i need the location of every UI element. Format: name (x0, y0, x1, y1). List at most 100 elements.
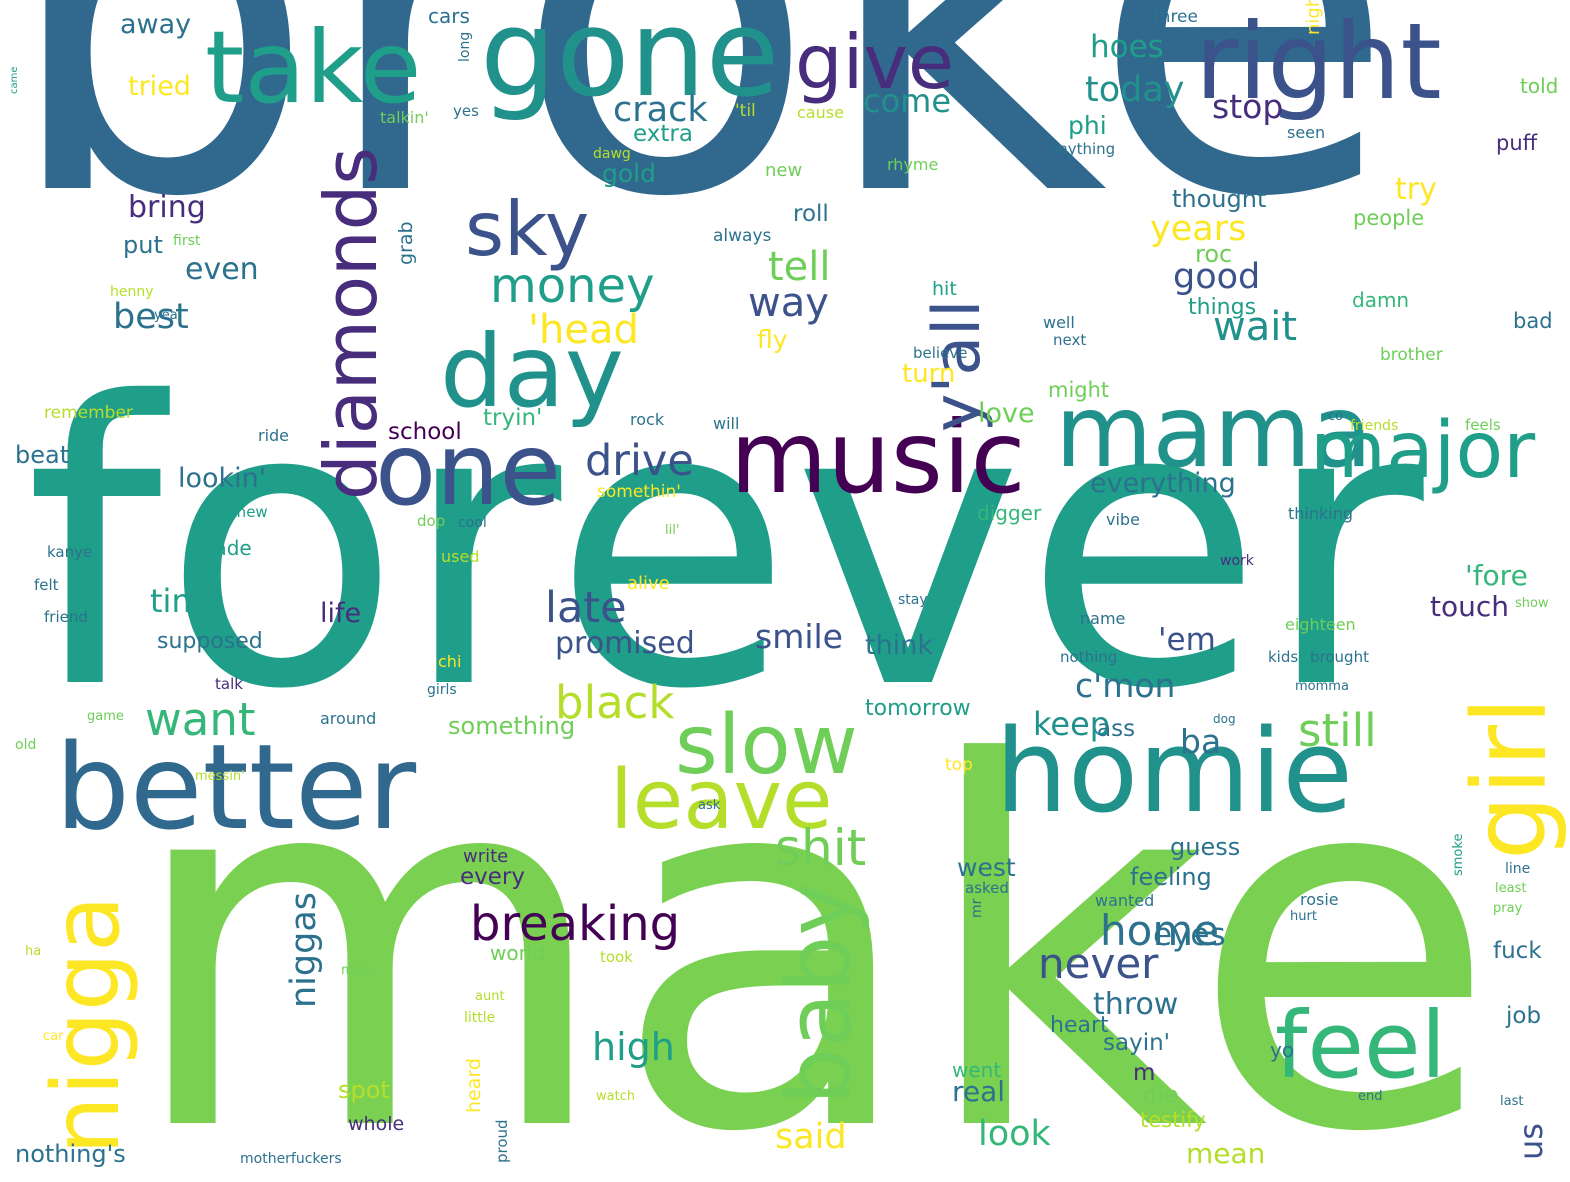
cloud-word: always (713, 226, 772, 246)
cloud-word: dog (1213, 712, 1236, 726)
cloud-word: end (1358, 1089, 1383, 1104)
cloud-word: show (1515, 596, 1549, 611)
cloud-word: testify (1140, 1108, 1206, 1132)
cloud-word: motherfuckers (240, 1151, 342, 1167)
cloud-word: grab (395, 221, 417, 265)
cloud-word: put (123, 231, 163, 259)
cloud-word: cause (797, 103, 844, 122)
cloud-word: many (341, 963, 378, 978)
cloud-word: felt (34, 576, 59, 594)
cloud-word: feels (1465, 416, 1501, 434)
cloud-word: major (1310, 406, 1536, 496)
cloud-word: henny (110, 284, 154, 300)
cloud-word: vibe (1106, 510, 1140, 529)
cloud-word: messin' (195, 769, 245, 784)
cloud-word: come (863, 82, 952, 120)
cloud-word: pray (1493, 901, 1523, 916)
cloud-word: friends (1350, 418, 1399, 434)
cloud-word: car (43, 1029, 64, 1044)
cloud-word: talk (215, 675, 243, 693)
cloud-word: gone (480, 0, 780, 124)
cloud-word: extra (633, 121, 693, 147)
cloud-word: co (1328, 409, 1344, 424)
cloud-word: girl (1451, 696, 1570, 860)
cloud-word: time (150, 582, 223, 620)
cloud-word: mean (1186, 1137, 1266, 1170)
cloud-word: seen (1287, 123, 1326, 142)
cloud-word: roll (793, 201, 829, 227)
cloud-word: die (1142, 1081, 1179, 1109)
cloud-word: anything (1049, 140, 1116, 158)
cloud-word: hurt (1290, 909, 1317, 924)
cloud-word: stop (1212, 87, 1284, 126)
cloud-word: lookin' (178, 463, 267, 494)
cloud-word: niggas (284, 891, 324, 1008)
cloud-word: mama (1055, 373, 1373, 490)
cloud-word: still (1298, 704, 1377, 757)
cloud-word: somethin' (597, 482, 681, 502)
cloud-word: proud (493, 1119, 511, 1163)
cloud-word: work (1220, 553, 1254, 569)
cloud-word: line (1505, 861, 1531, 877)
cloud-word: thinking (1288, 504, 1354, 523)
cloud-word: bad (1513, 309, 1553, 333)
cloud-word: knew (228, 503, 268, 521)
cloud-word: yo (1270, 1038, 1295, 1062)
cloud-word: give (795, 18, 954, 106)
cloud-word: never (1038, 939, 1159, 988)
cloud-word: smile (755, 617, 843, 656)
cloud-word: rhyme (887, 155, 939, 174)
cloud-word: told (1520, 74, 1559, 98)
cloud-word: gold (602, 159, 656, 188)
cloud-word: ride (258, 426, 290, 445)
cloud-word: keep (1033, 705, 1111, 743)
cloud-word: name (1080, 609, 1126, 628)
cloud-word: took (600, 948, 633, 966)
cloud-word: sayin' (1103, 1030, 1170, 1056)
cloud-word: heard (463, 1058, 485, 1113)
cloud-word: made (195, 536, 252, 560)
cloud-word: love (978, 398, 1035, 429)
cloud-word: ass (1097, 716, 1136, 742)
cloud-word: momma (1295, 679, 1349, 694)
cloud-word: guess (1170, 833, 1241, 861)
cloud-word: went (952, 1058, 1002, 1082)
cloud-word: said (775, 1117, 847, 1157)
cloud-word: well (1043, 313, 1075, 332)
cloud-word: want (145, 693, 256, 746)
cloud-word: touch (1430, 590, 1509, 623)
cloud-word: breaking (470, 896, 681, 952)
cloud-word: yea (154, 308, 178, 323)
cloud-word: dop (417, 512, 446, 530)
cloud-word: cool (458, 515, 487, 531)
cloud-word: 'em (1158, 622, 1216, 658)
cloud-word: rosie (1300, 890, 1339, 909)
cloud-word: everything (1090, 468, 1236, 499)
cloud-word: three (1153, 7, 1198, 27)
cloud-word: baby (767, 882, 872, 1105)
cloud-word: tried (128, 71, 191, 102)
cloud-word: throw (1093, 987, 1179, 1022)
cloud-word: watch (596, 1089, 636, 1104)
cloud-word: wait (1213, 304, 1298, 350)
cloud-word: think (865, 630, 933, 661)
cloud-word: kids (1268, 648, 1299, 666)
cloud-word: best (113, 297, 189, 337)
cloud-word: beat (15, 441, 70, 469)
cloud-word: today (1085, 70, 1185, 110)
cloud-word: thought (1172, 185, 1267, 213)
cloud-word: tell (768, 244, 831, 290)
cloud-word: broke (0, 0, 1398, 306)
cloud-word: brought (1310, 648, 1369, 666)
cloud-word: west (957, 853, 1016, 882)
cloud-word: friend (44, 608, 88, 626)
cloud-word: nigga (32, 895, 140, 1155)
cloud-word: years (1150, 209, 1247, 249)
cloud-word: every (460, 864, 525, 890)
cloud-word: fuck (1493, 938, 1542, 964)
cloud-word: m (1133, 1060, 1156, 1086)
cloud-word: school (388, 419, 462, 445)
cloud-word: next (1053, 331, 1087, 349)
cloud-word: promised (555, 626, 695, 661)
cloud-word: long (457, 31, 473, 62)
